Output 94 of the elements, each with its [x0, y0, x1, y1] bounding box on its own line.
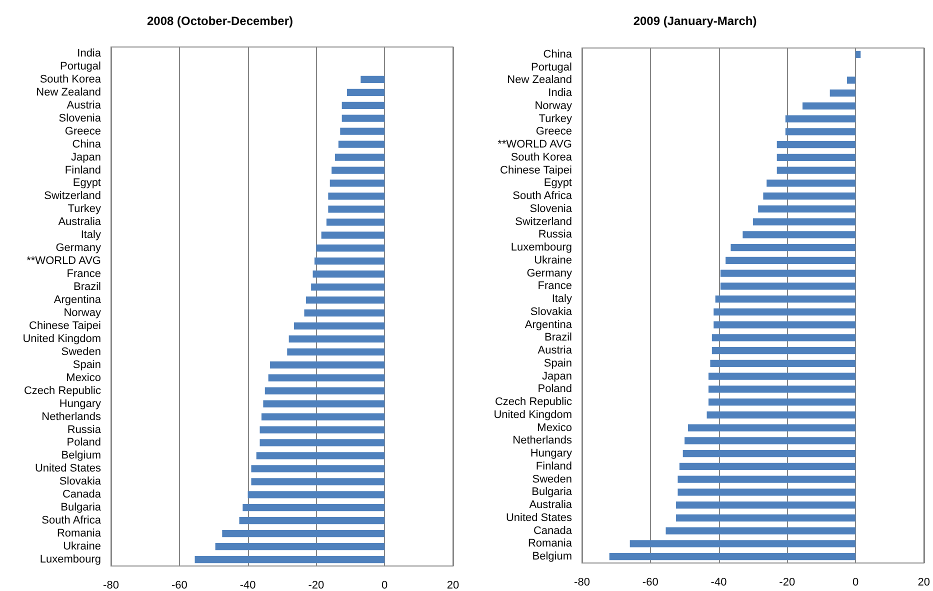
y-tick-label: Finland [64, 164, 101, 176]
x-tick-label: -80 [103, 580, 119, 591]
y-tick-label: South Korea [40, 73, 102, 86]
y-tick-label: Italy [80, 229, 102, 242]
x-tick-label: 20 [918, 576, 930, 588]
y-tick-label: United Kingdom [22, 332, 101, 345]
y-tick-label: Turkey [68, 203, 102, 216]
y-tick-label: Luxembourg [510, 242, 572, 254]
y-tick-label: United States [34, 462, 102, 475]
y-tick-label: Norway [64, 306, 102, 319]
y-tick-label: Japan [71, 151, 101, 164]
chart-title: 2009 (January-March) [633, 14, 757, 28]
y-tick-label: Japan [542, 370, 572, 382]
y-tick-label: Chinese Taipei [29, 320, 101, 332]
y-tick-label: Slovakia [59, 476, 102, 488]
y-tick-label: Egypt [544, 177, 572, 190]
y-tick-label: Austria [66, 99, 102, 112]
y-tick-label: France [66, 268, 101, 280]
y-tick-label: South Africa [512, 190, 573, 202]
y-tick-label: Poland [538, 383, 572, 396]
y-tick-label: Belgium [61, 450, 101, 462]
y-tick-label: Greece [64, 125, 101, 138]
y-tick-label: France [538, 280, 572, 292]
x-tick-label: -60 [171, 580, 188, 591]
y-tick-label: Spain [72, 358, 101, 371]
y-tick-label: Ukraine [534, 254, 572, 266]
x-tick-label: 20 [446, 580, 460, 591]
y-tick-label: Finland [536, 460, 572, 472]
x-tick-label: -20 [779, 576, 796, 588]
y-tick-label: New Zealand [507, 74, 572, 86]
y-tick-label: Mexico [66, 372, 101, 384]
x-tick-label: -20 [308, 580, 324, 591]
y-tick-label: Switzerland [44, 190, 101, 202]
y-tick-label: Switzerland [515, 216, 572, 228]
y-tick-label: Bulgaria [60, 502, 102, 514]
y-tick-label: Brazil [544, 332, 572, 344]
y-tick-label: Belgium [532, 550, 572, 563]
x-tick-label: 0 [382, 580, 388, 591]
x-tick-label: -40 [710, 576, 727, 588]
y-tick-label: China [72, 138, 102, 150]
y-tick-label: Czech Republic [24, 384, 102, 397]
y-tick-label: Slovenia [530, 202, 573, 215]
x-tick-label: 0 [852, 576, 859, 588]
y-tick-label: Austria [538, 344, 573, 357]
y-tick-label: Hungary [530, 448, 572, 460]
y-tick-label: Poland [66, 436, 101, 449]
x-tick-label: -60 [642, 576, 658, 588]
y-tick-label: Canada [62, 488, 102, 501]
y-tick-label: Norway [534, 100, 572, 112]
y-tick-label: Portugal [60, 60, 101, 72]
y-tick-label: Russia [538, 228, 573, 241]
y-tick-label: Luxembourg [40, 554, 101, 566]
y-tick-label: New Zealand [36, 86, 101, 98]
y-tick-label: Netherlands [512, 434, 572, 447]
y-tick-label: Slovenia [58, 112, 102, 124]
y-tick-label: Germany [526, 267, 572, 280]
y-tick-label: Ukraine [63, 540, 101, 553]
y-tick-label: India [548, 87, 573, 100]
y-tick-label: Germany [56, 242, 102, 254]
y-tick-label: Czech Republic [494, 396, 572, 408]
y-tick-label: South Africa [42, 514, 102, 527]
x-tick-label: -40 [240, 580, 256, 591]
y-tick-label: Slovakia [530, 306, 573, 318]
y-tick-label: Sweden [61, 346, 101, 358]
y-tick-label: Australia [58, 216, 102, 228]
y-tick-label: Netherlands [42, 410, 102, 423]
y-tick-label: United States [506, 512, 572, 524]
y-tick-label: Italy [552, 293, 572, 306]
y-tick-label: China [543, 48, 573, 60]
y-tick-label: Spain [544, 357, 572, 370]
x-tick-label: -80 [574, 576, 590, 588]
y-tick-label: Greece [536, 126, 572, 138]
y-tick-label: Bulgaria [532, 486, 573, 498]
y-tick-label: Portugal [531, 61, 572, 74]
y-tick-label: South Korea [510, 151, 573, 164]
y-tick-label: Sweden [532, 473, 572, 486]
y-tick-label: **WORLD AVG [498, 138, 572, 151]
y-tick-label: India [77, 47, 102, 60]
y-tick-label: Mexico [537, 422, 572, 434]
y-tick-label: Hungary [59, 398, 102, 410]
y-tick-label: Brazil [73, 281, 101, 294]
chart-title: 2008 (October-December) [146, 14, 294, 28]
y-tick-label: Russia [67, 424, 102, 436]
y-tick-label: **WORLD AVG [26, 255, 101, 268]
y-tick-label: Romania [528, 538, 573, 550]
y-tick-label: Canada [533, 524, 573, 537]
y-tick-label: Egypt [72, 177, 101, 190]
y-tick-label: United Kingdom [494, 408, 572, 421]
y-tick-label: Chinese Taipei [500, 164, 572, 176]
y-tick-label: Turkey [538, 112, 572, 125]
y-tick-label: Argentina [54, 294, 102, 306]
y-tick-label: Argentina [524, 318, 573, 331]
y-tick-label: Australia [529, 499, 573, 512]
y-tick-label: Romania [56, 528, 102, 540]
